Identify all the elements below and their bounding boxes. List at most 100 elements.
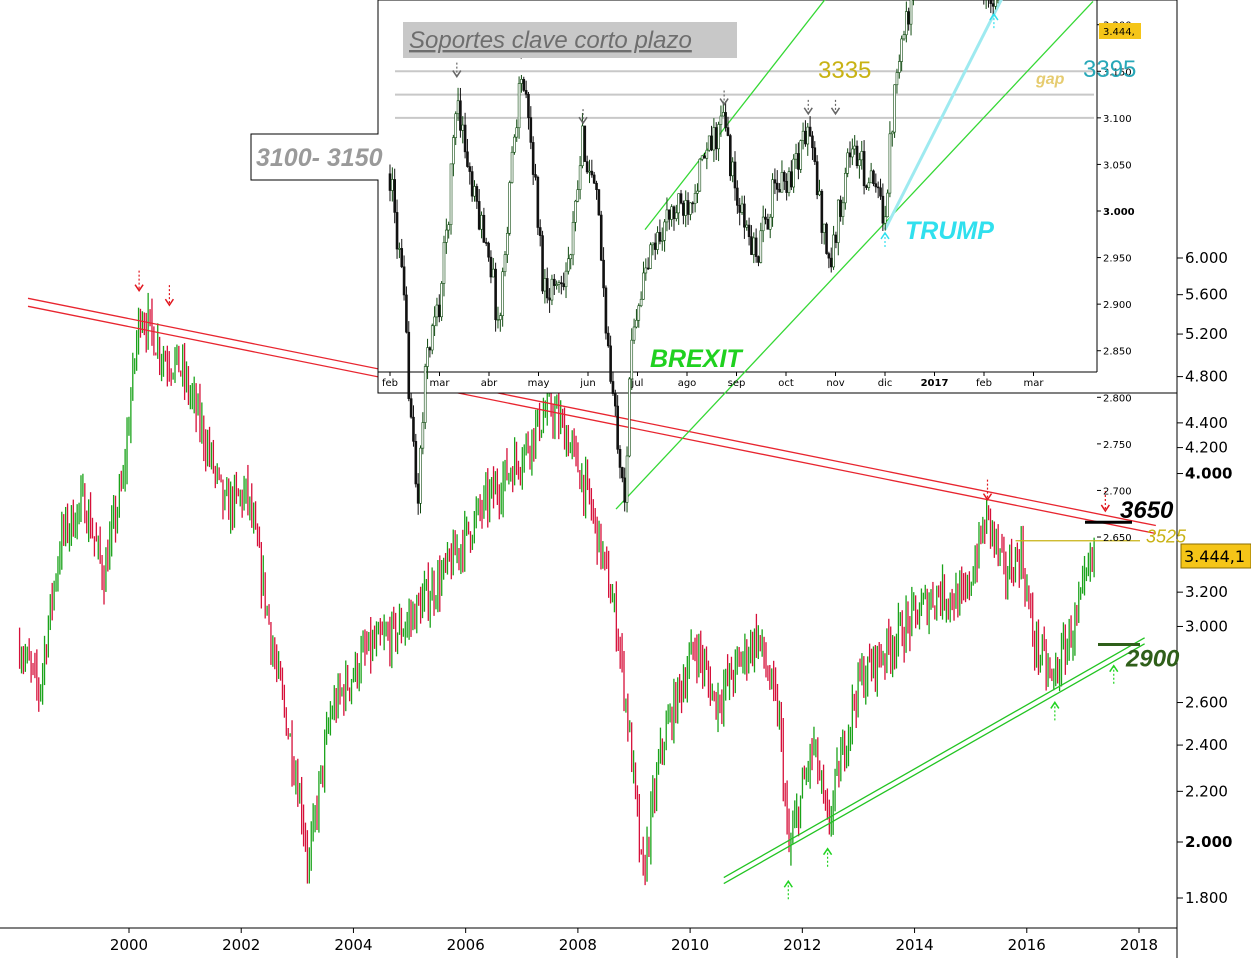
inset-y-tick-label: 2.700 [1103,486,1132,497]
uptrend-line-upper [723,637,1145,879]
inset-candle-body [628,378,631,457]
main-y-tick-label: 5.600 [1185,286,1228,304]
inset-candle-body [599,214,603,261]
inset-candle-body [581,125,584,167]
inset-candle-body [414,441,418,485]
inset-candle-body [513,136,516,153]
level-3335-label: 3335 [818,57,871,84]
inset-candle-body [905,11,908,36]
green-arrow-head [822,847,833,856]
inset-candle-body [787,171,791,193]
inset-candle-body [421,422,425,449]
main-x-tick-label: 2002 [222,936,260,954]
inset-candle-body [461,124,465,131]
inset-candle-body [872,170,875,184]
red-arrow-head [134,284,144,293]
inset-candle-body [836,199,840,243]
inset-candle-body [665,209,669,223]
inset-candle-body [407,331,411,399]
inset-candle-body [764,216,767,220]
inset-candle-body [517,83,521,129]
inset-candle-body [442,242,446,284]
inset-candle-body [747,224,751,237]
main-x-tick-label: 2008 [559,936,597,954]
main-y-tick-label: 1.800 [1185,889,1228,907]
inset-candle-body [435,304,439,318]
inset-candle-body [574,200,577,223]
inset-candle-body [818,190,821,196]
trump-label: TRUMP [905,217,994,245]
inset-candle-body [642,272,645,300]
main-x-tick-label: 2014 [895,936,933,954]
inset-y-tick-label: 2.750 [1103,440,1132,451]
inset-candle-body [576,189,580,202]
inset-candle-body [609,345,612,382]
inset-candle-body [834,234,838,243]
inset-candle-body [555,284,558,286]
inset-grey-arrow-head [452,70,462,78]
green-arrow-head [1109,664,1119,673]
inset-candle-body [459,100,462,131]
inset-grey-arrow-head [803,107,813,116]
inset-candle-body [890,131,894,135]
main-x-tick-label: 2018 [1120,936,1158,954]
inset-x-tick-label: jun [579,378,595,389]
inset-candle-body [867,182,871,188]
main-y-tick-label: 3.000 [1185,617,1228,635]
inset-candle-body [733,161,737,189]
inset-candle-body [428,347,432,351]
inset-candle-body [991,3,995,7]
inset-candle-body [614,393,617,407]
inset-candle-body [876,186,880,189]
inset-candle-body [897,61,901,73]
inset-candle-body [738,205,742,213]
inset-candle-body [543,278,547,292]
inset-candle-body [797,153,800,170]
inset-candle-body [606,332,610,347]
inset-candle-body [388,173,392,191]
inset-candle-body [670,206,673,220]
inset-candle-body [501,271,504,316]
inset-candle-body [726,127,730,136]
inset-candle-body [416,483,420,504]
inset-candle-body [470,171,474,197]
inset-candle-body [712,127,716,151]
inset-candle-body [869,170,873,184]
inset-candle-body [686,200,690,215]
inset-candle-body [724,112,727,128]
inset-candle-body [590,170,594,176]
inset-candle-body [541,235,544,292]
inset-candle-body [848,152,852,158]
inset-candle-body [832,234,835,268]
inset-candle-body [815,161,819,196]
inset-candle-body [639,298,643,307]
inset-candle-body [766,218,770,230]
green-arrow-head [1050,701,1060,709]
inset-candle-body [658,232,662,242]
inset-candle-body [806,126,810,145]
inset-candle-body [792,158,795,188]
main-x-tick-label: 2004 [334,936,372,954]
inset-candle-body [529,117,533,143]
inset-candle-body [820,190,824,233]
main-arrows [134,270,1119,900]
inset-candle-body [719,115,723,125]
inset-candle-body [595,182,598,190]
inset-candle-body [827,253,831,259]
inset-candle-body [506,232,509,255]
inset-y-tick-label: 3.000 [1103,207,1135,218]
inset-chart: 3.5003.2503.2003.1503.1003.0503.0002.950… [250,0,1178,544]
inset-candle-body [463,124,467,153]
inset-candle-body [684,200,688,216]
main-y-tick-label: 2.400 [1185,736,1228,754]
inset-candle-body [855,145,859,166]
main-y-tick-label: 2.000 [1185,833,1232,851]
support-label: 2900 [1125,645,1180,672]
main-y-tick-label: 6.000 [1185,249,1228,267]
inset-candle-body [689,202,692,215]
inset-candle-body [409,398,413,418]
inset-x-ticks: feb mar abr may jun jul ago sep oct nov dic 2017 feb… [382,372,1044,389]
inset-candle-body [602,259,605,289]
inset-candle-body [623,477,626,503]
brexit-label: BREXIT [650,345,744,373]
